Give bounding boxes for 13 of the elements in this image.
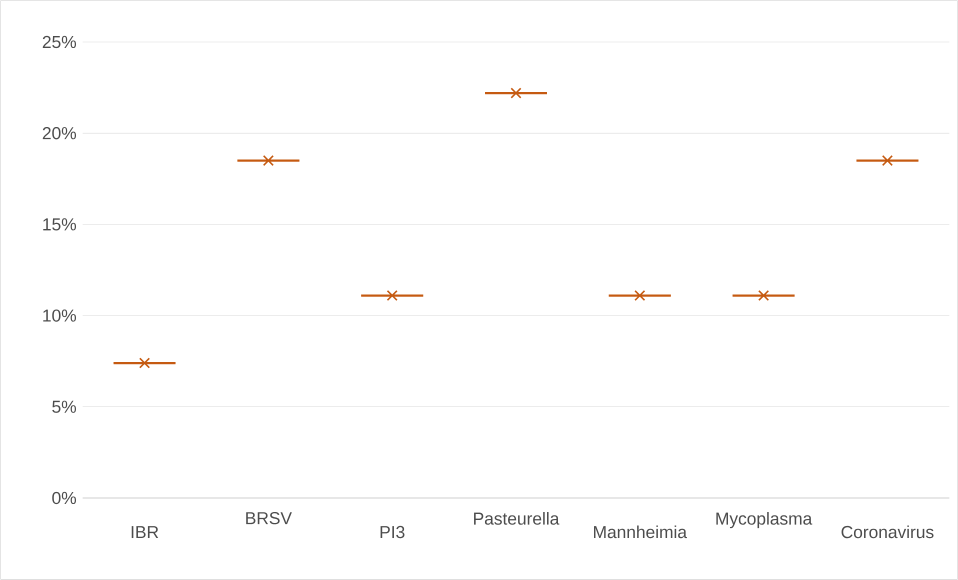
y-tick-label: 10%	[43, 309, 76, 322]
x-tick-label: Mycoplasma	[716, 512, 812, 528]
y-tick-label: 15%	[43, 218, 76, 230]
y-tick-label: 5%	[52, 400, 76, 413]
x-tick-label: Coronavirus	[842, 525, 934, 538]
y-tick-label: 0%	[52, 492, 76, 504]
x-tick-label: PI3	[380, 526, 404, 538]
y-tick-label: 25%	[42, 36, 76, 48]
x-tick-label: IBR	[132, 526, 158, 538]
x-tick-label: BRSV	[246, 512, 292, 524]
y-tick-label: 20%	[42, 127, 76, 140]
x-tick-label: Mannheimia	[594, 525, 687, 538]
x-tick-label: Pasteurella	[474, 512, 560, 525]
